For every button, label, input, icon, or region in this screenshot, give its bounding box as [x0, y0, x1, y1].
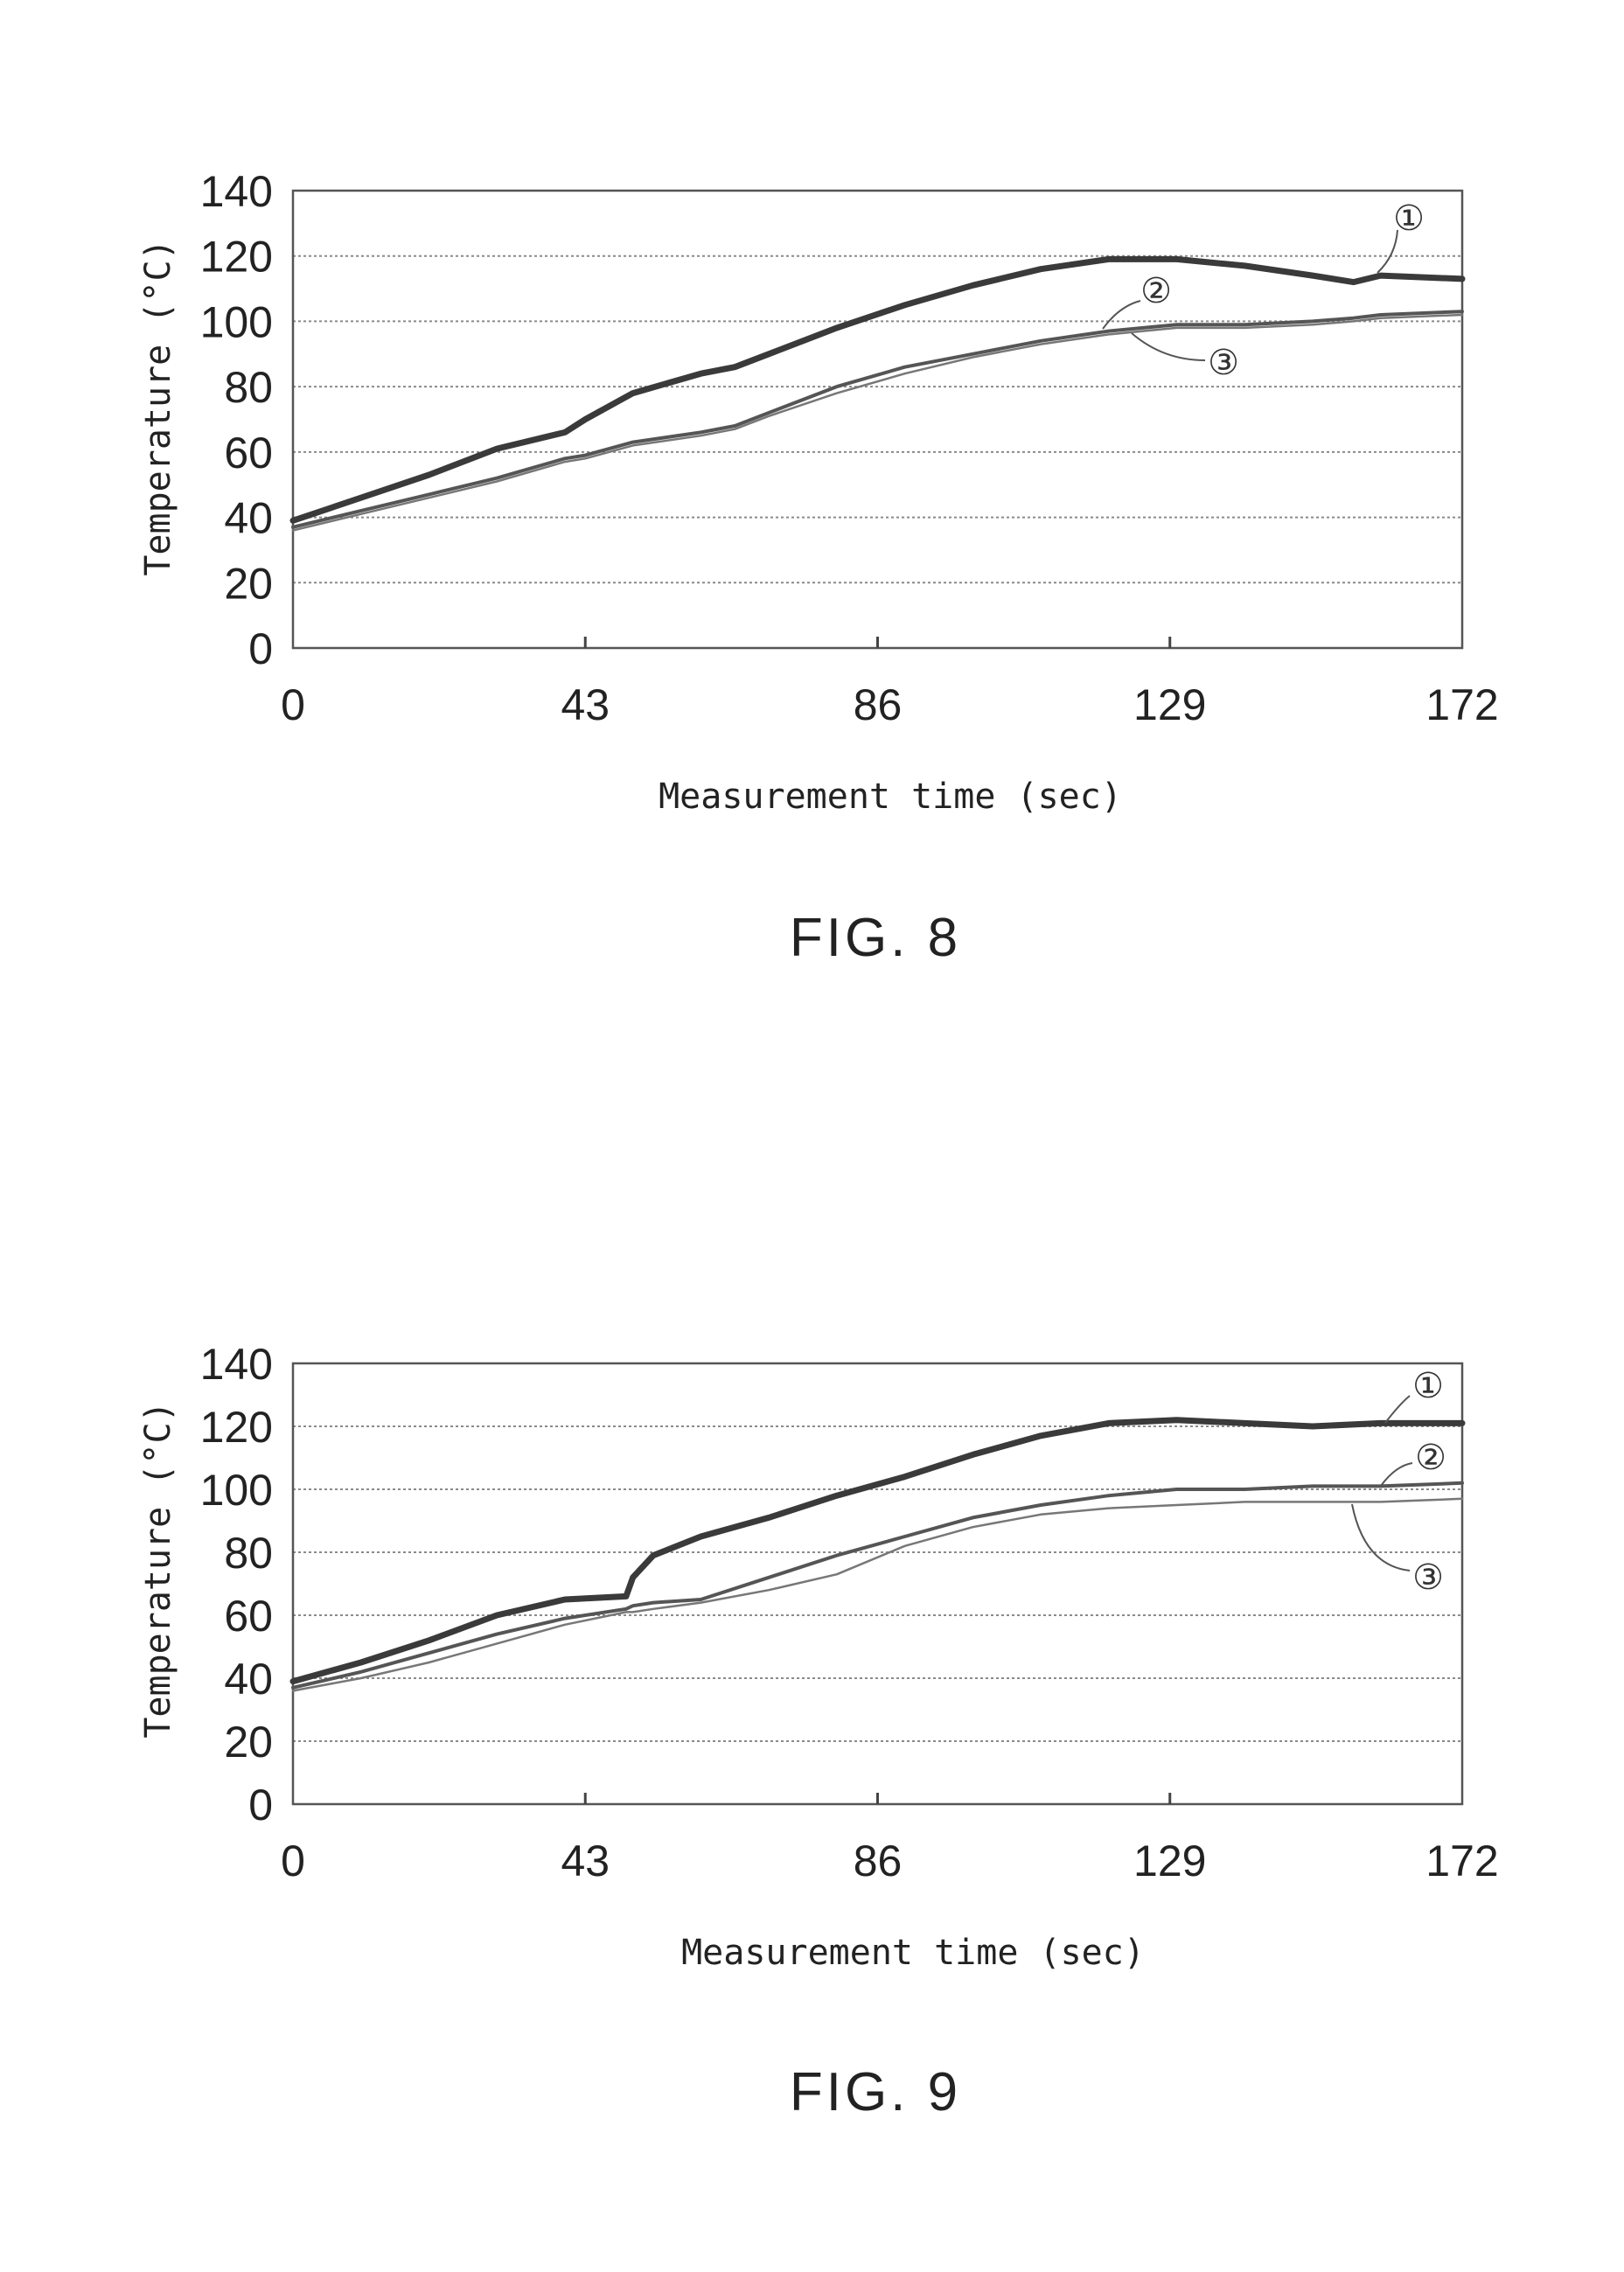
- y-tick-label: 20: [224, 559, 273, 608]
- x-tick-label: 172: [1425, 680, 1498, 729]
- y-tick-label: 60: [224, 1592, 273, 1641]
- y-tick-label: 0: [248, 624, 273, 673]
- series-line-3: [293, 315, 1462, 531]
- x-tick-label: 43: [561, 680, 610, 729]
- figure-caption: FIG. 8: [790, 908, 961, 968]
- x-tick-label: 172: [1425, 1836, 1498, 1885]
- x-tick-label: 86: [854, 1836, 903, 1885]
- series-leader-line: [1385, 1396, 1410, 1423]
- y-tick-label: 80: [224, 1529, 273, 1578]
- series-label: ③: [1208, 343, 1239, 383]
- temperature-chart: 0 20 40 60 80 100 120 140 0 43 86 129 172 ① ②③ Measurem…: [138, 167, 1499, 968]
- x-tick-label: 43: [561, 1836, 610, 1885]
- x-axis-label: Measurement time (sec): [681, 1933, 1145, 1973]
- plot-frame: [293, 191, 1462, 648]
- y-tick-label: 140: [200, 167, 273, 216]
- y-tick-label: 120: [200, 1403, 273, 1452]
- series-leader-line: [1352, 1504, 1410, 1571]
- series-leader-line: [1132, 333, 1205, 360]
- x-tick-label: 86: [854, 680, 903, 729]
- y-tick-label: 140: [200, 1340, 273, 1389]
- series-label: ②: [1140, 271, 1172, 311]
- y-tick-label: 100: [200, 297, 273, 346]
- series-label: ①: [1412, 1366, 1444, 1406]
- y-tick-label: 120: [200, 233, 273, 282]
- y-axis-label: Temperature (°C): [138, 1401, 178, 1738]
- y-tick-label: 40: [224, 1655, 273, 1704]
- y-axis-label: Temperature (°C): [138, 239, 178, 575]
- series-line-1: [293, 259, 1462, 520]
- y-tick-label: 40: [224, 494, 273, 543]
- series-label: ③: [1412, 1558, 1444, 1598]
- x-tick-label: 0: [281, 680, 305, 729]
- figure-caption: FIG. 9: [790, 2062, 961, 2122]
- y-tick-label: 0: [248, 1781, 273, 1829]
- y-tick-label: 100: [200, 1466, 273, 1515]
- temperature-chart: 0 20 40 60 80 100 120 140 0 43 86 129 172 ① ② ③ Measurem…: [138, 1340, 1499, 2122]
- series-line-2: [293, 311, 1462, 527]
- series-line-2: [293, 1483, 1462, 1688]
- y-tick-label: 60: [224, 429, 273, 477]
- series-line-3: [293, 1499, 1462, 1691]
- plot-frame: [293, 1363, 1462, 1804]
- series-label: ①: [1393, 199, 1425, 239]
- x-axis-label: Measurement time (sec): [659, 777, 1122, 817]
- x-tick-label: 0: [281, 1836, 305, 1885]
- x-tick-label: 129: [1133, 680, 1206, 729]
- series-leader-line: [1103, 301, 1140, 329]
- y-tick-label: 20: [224, 1718, 273, 1767]
- series-label: ②: [1415, 1438, 1446, 1478]
- x-tick-label: 129: [1133, 1836, 1206, 1885]
- y-tick-label: 80: [224, 363, 273, 412]
- series-leader-line: [1381, 1463, 1412, 1486]
